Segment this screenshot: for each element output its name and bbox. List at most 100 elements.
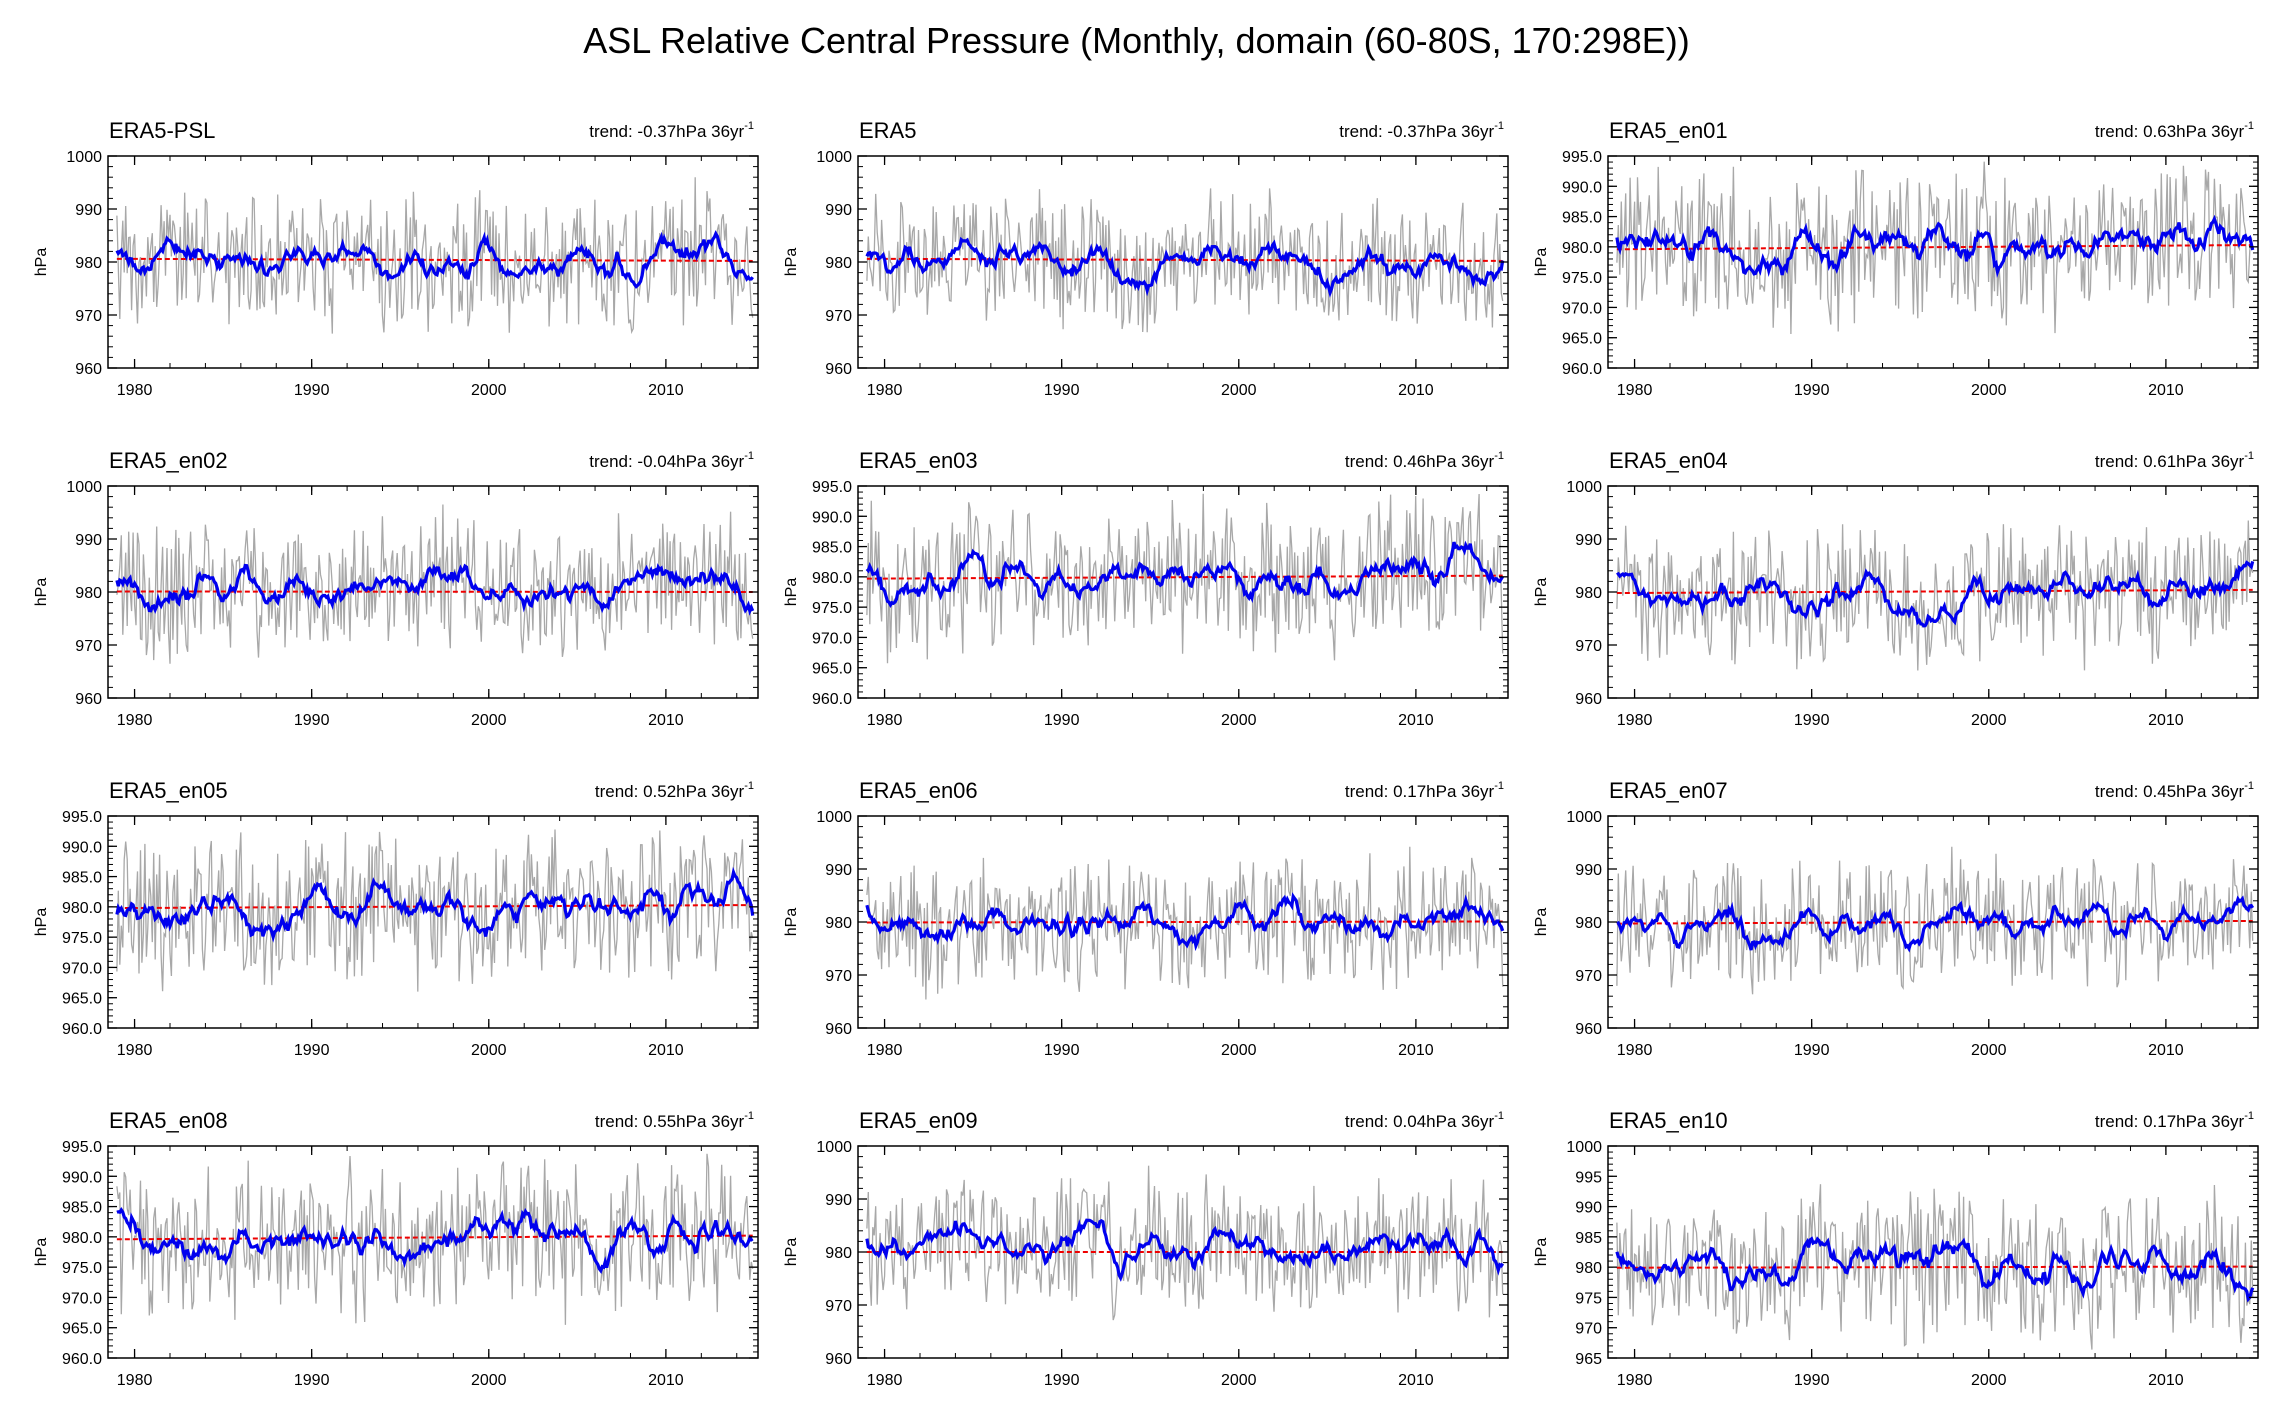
y-tick-label: 960.0 — [62, 1021, 102, 1038]
x-tick-label: 2010 — [1398, 712, 1434, 729]
x-tick-label: 1980 — [867, 1372, 903, 1389]
y-tick-label: 995 — [1575, 1169, 1602, 1186]
plot-frame — [107, 815, 759, 1029]
x-tick-label: 2000 — [1971, 382, 2007, 399]
smoothed-series — [865, 1218, 1505, 1282]
panel-title: ERA5_en08 — [109, 1108, 228, 1133]
trend-superscript: -1 — [1494, 780, 1504, 792]
panel-era5-en10: 965 970 975 980 985 990 995 1000 1980 1990 2000 201… — [1533, 1108, 2259, 1389]
panel-title: ERA5_en01 — [1609, 118, 1728, 143]
panel-era5-en08: 960.0 965.0 970.0 975.0 980.0 985.0 990.0 995.0… — [33, 1108, 759, 1389]
trend-superscript: -1 — [2244, 1110, 2254, 1122]
x-tick-label: 1990 — [294, 382, 330, 399]
trend-annotation: trend: 0.52hPa 36yr-1 — [595, 780, 754, 801]
panel-era5-en01: 960.0 965.0 970.0 975.0 980.0 985.0 990.0 995.0… — [1533, 118, 2259, 399]
x-tick-label: 1990 — [1794, 1372, 1830, 1389]
y-axis-label: hPa — [33, 248, 50, 277]
y-tick-label: 960 — [825, 361, 852, 378]
trend-text: trend: 0.04hPa 36yr — [1345, 1112, 1495, 1131]
x-tick-label: 1980 — [1617, 712, 1653, 729]
plot-frame — [1607, 155, 2259, 369]
x-tick-label: 1990 — [294, 712, 330, 729]
y-tick-label: 975.0 — [1562, 270, 1602, 287]
x-tick-label: 1990 — [1794, 382, 1830, 399]
y-tick-label: 995.0 — [62, 1139, 102, 1156]
y-tick-label: 1000 — [1566, 479, 1602, 496]
trend-superscript: -1 — [1494, 120, 1504, 132]
trend-superscript: -1 — [2244, 450, 2254, 462]
y-tick-label: 970.0 — [62, 1290, 102, 1307]
panel-era5-en06: 960 970 980 990 1000 1980 1990 2000 2010 hPa ERA5_… — [783, 778, 1509, 1059]
panel-title: ERA5_en03 — [859, 448, 978, 473]
panel-title: ERA5 — [859, 118, 916, 143]
y-tick-label: 970 — [75, 638, 102, 655]
x-tick-label: 1990 — [1794, 712, 1830, 729]
trend-line — [1616, 1265, 2253, 1269]
x-tick-label: 2000 — [471, 1372, 507, 1389]
y-tick-label: 990 — [825, 1192, 852, 1209]
trend-text: trend: 0.45hPa 36yr — [2095, 782, 2245, 801]
y-tick-label: 970 — [75, 308, 102, 325]
panel-title: ERA5_en09 — [859, 1108, 978, 1133]
raw-monthly-series — [1616, 1184, 2254, 1350]
y-tick-label: 960 — [75, 361, 102, 378]
y-tick-label: 995.0 — [1562, 149, 1602, 166]
y-tick-label: 990 — [1575, 1200, 1602, 1217]
smoothed-series — [115, 230, 754, 289]
y-tick-label: 980.0 — [62, 900, 102, 917]
trend-text: trend: -0.37hPa 36yr — [1339, 122, 1494, 141]
x-tick-label: 1980 — [117, 382, 153, 399]
trend-text: trend: 0.61hPa 36yr — [2095, 452, 2245, 471]
y-tick-label: 980 — [75, 255, 102, 272]
smoothed-series — [1615, 214, 2255, 278]
trend-text: trend: 0.63hPa 36yr — [2095, 122, 2245, 141]
x-tick-label: 2000 — [1221, 712, 1257, 729]
x-tick-label: 2000 — [1971, 1042, 2007, 1059]
x-tick-label: 1980 — [867, 712, 903, 729]
smoothed-series — [115, 563, 755, 616]
y-axis-label: hPa — [1533, 1238, 1550, 1267]
x-tick-label: 1990 — [1794, 1042, 1830, 1059]
trend-annotation: trend: 0.63hPa 36yr-1 — [2095, 120, 2254, 141]
trend-superscript: -1 — [744, 450, 754, 462]
y-tick-label: 990 — [1575, 532, 1602, 549]
y-tick-label: 980 — [75, 585, 102, 602]
y-tick-label: 970 — [1575, 1321, 1602, 1338]
trend-text: trend: 0.46hPa 36yr — [1345, 452, 1495, 471]
smoothed-series — [1616, 895, 2255, 953]
y-tick-label: 980 — [825, 1245, 852, 1262]
x-tick-label: 2000 — [1971, 1372, 2007, 1389]
smoothed-series — [1616, 560, 2255, 628]
y-tick-label: 960.0 — [1562, 361, 1602, 378]
y-tick-label: 975 — [1575, 1290, 1602, 1307]
trend-annotation: trend: -0.37hPa 36yr-1 — [1339, 120, 1504, 141]
x-tick-label: 2010 — [2148, 1042, 2184, 1059]
trend-superscript: -1 — [744, 780, 754, 792]
y-tick-label: 965.0 — [62, 991, 102, 1008]
smoothed-series — [1615, 1236, 2255, 1303]
trend-superscript: -1 — [2244, 120, 2254, 132]
raw-monthly-series — [866, 493, 1504, 664]
y-axis-label: hPa — [1533, 908, 1550, 937]
panel-title: ERA5_en04 — [1609, 448, 1728, 473]
x-tick-label: 2000 — [1221, 1372, 1257, 1389]
y-tick-label: 1000 — [66, 479, 102, 496]
x-tick-label: 1990 — [1044, 382, 1080, 399]
y-axis-label: hPa — [33, 1238, 50, 1267]
x-tick-label: 2010 — [2148, 712, 2184, 729]
x-tick-label: 1990 — [1044, 1372, 1080, 1389]
trend-annotation: trend: 0.61hPa 36yr-1 — [2095, 450, 2254, 471]
panel-title: ERA5_en05 — [109, 778, 228, 803]
panel-era5-en02: 960 970 980 990 1000 1980 1990 2000 2010 hPa ERA5_… — [33, 448, 759, 729]
y-tick-label: 965.0 — [812, 661, 852, 678]
panel-era5-en09: 960 970 980 990 1000 1980 1990 2000 2010 hPa ERA5_… — [783, 1108, 1509, 1389]
panel-era5-en07: 960 970 980 990 1000 1980 1990 2000 2010 hPa ERA5_… — [1533, 778, 2259, 1059]
y-tick-label: 970 — [1575, 638, 1602, 655]
y-tick-label: 990 — [1575, 862, 1602, 879]
y-tick-label: 1000 — [816, 149, 852, 166]
y-tick-label: 970 — [825, 968, 852, 985]
x-tick-label: 2000 — [471, 1042, 507, 1059]
raw-monthly-series — [1616, 520, 2254, 671]
y-tick-label: 1000 — [1566, 809, 1602, 826]
